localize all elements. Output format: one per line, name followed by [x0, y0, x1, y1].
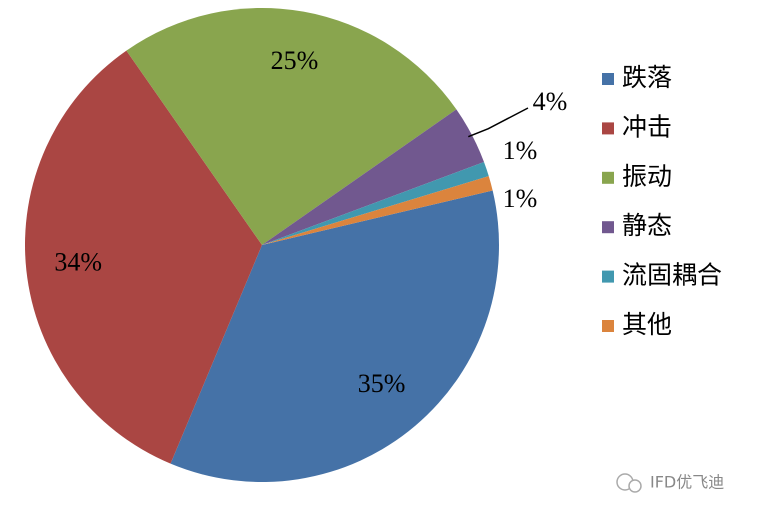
legend-swatch [602, 221, 614, 234]
legend-swatch [602, 171, 614, 184]
pie [24, 7, 499, 482]
legend-label: 静态 [622, 211, 672, 240]
data-label: 35% [358, 369, 406, 398]
data-label: 34% [54, 248, 102, 277]
legend-swatch [602, 122, 614, 135]
pie-slice [262, 176, 493, 245]
pie-slice [126, 7, 457, 245]
legend-label: 振动 [622, 162, 672, 191]
legend-label: 其他 [622, 310, 672, 339]
legend-swatch [602, 320, 614, 332]
legend-label: 流固耦合 [622, 261, 722, 290]
legend-swatch [602, 73, 614, 85]
pie-slice [262, 162, 489, 245]
legend-label: 冲击 [622, 112, 672, 141]
legend-label: 跌落 [622, 63, 672, 92]
watermark: IFD优飞迪 [650, 473, 724, 492]
pie-slice [170, 190, 499, 482]
data-label: 1% [503, 136, 538, 165]
pie-slice [24, 50, 263, 464]
pie-slice [262, 109, 484, 245]
legend-swatch [602, 270, 614, 283]
leader-line [468, 107, 529, 138]
data-label: 4% [533, 87, 568, 116]
data-label: 25% [271, 46, 319, 75]
data-labels: 35% 34% 25% 4% 1% 1% [54, 46, 567, 398]
data-label: 1% [503, 184, 538, 213]
watermark-icon [616, 473, 642, 493]
